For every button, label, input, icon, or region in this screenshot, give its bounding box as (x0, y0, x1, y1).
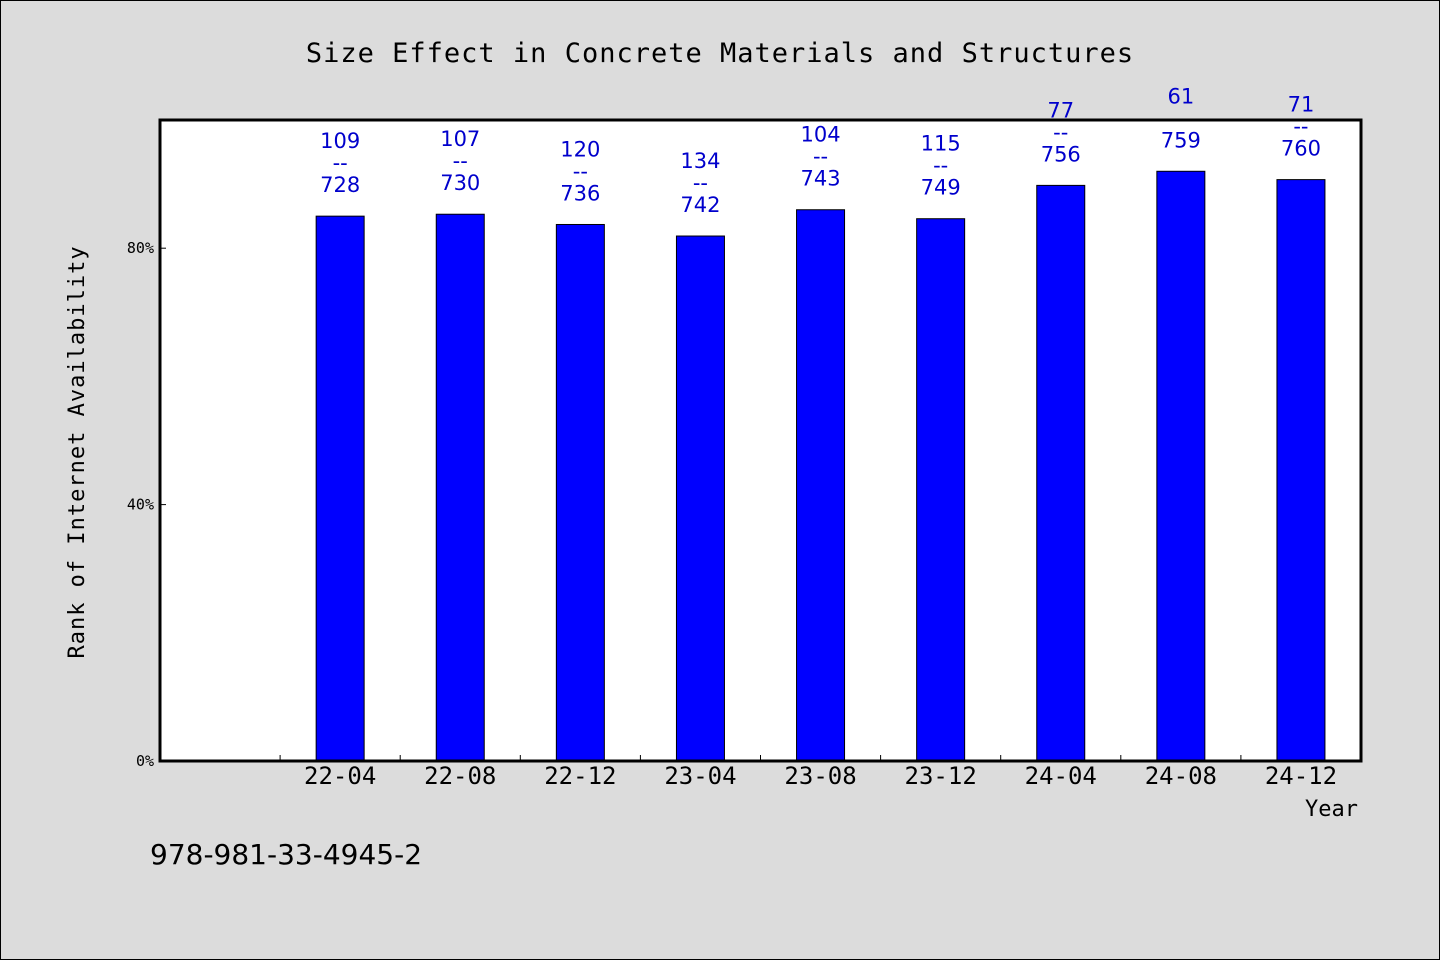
data-label-separator: -- (333, 151, 348, 175)
data-label-separator: -- (1293, 115, 1308, 139)
bar-23-04 (675, 235, 725, 762)
plot-border (158, 118, 1363, 763)
bars-layer (315, 170, 1326, 762)
data-label-top: 120 (560, 137, 600, 161)
x-tick-label: 23-04 (664, 762, 736, 790)
bar-23-08 (796, 209, 846, 762)
x-tick-label: 22-04 (304, 762, 376, 790)
data-label-top: 77 (1047, 98, 1074, 122)
x-tick-label: 24-04 (1025, 762, 1097, 790)
data-label-bottom: 736 (560, 181, 600, 205)
data-label-bottom: 760 (1281, 137, 1321, 161)
data-labels-layer: 109--728107--730120--736134--742104--743… (320, 84, 1321, 217)
data-label-separator: -- (1053, 120, 1068, 144)
data-label-separator: -- (813, 145, 828, 169)
y-tick-label: 0% (136, 752, 154, 770)
bar-24-04 (1036, 184, 1086, 762)
x-tick-label: 22-12 (544, 762, 616, 790)
data-label-top: 109 (320, 129, 360, 153)
x-axis-label: Year (1305, 797, 1358, 822)
y-tick-label: 80% (127, 239, 154, 257)
data-label-bottom: 730 (440, 171, 480, 195)
x-tick-label: 24-12 (1265, 762, 1337, 790)
x-tick-label: 23-08 (784, 762, 856, 790)
data-label-top: 115 (921, 132, 961, 156)
data-label-separator: -- (933, 154, 948, 178)
bar-22-08 (435, 213, 485, 762)
x-axis-ticks: 22-04 22-08 22-12 23-04 23-08 23-12 24-04 24-08… (279, 755, 1337, 790)
chart-title: Size Effect in Concrete Materials and St… (306, 38, 1134, 69)
data-label-bottom: 756 (1041, 142, 1081, 166)
data-label-top: 107 (440, 127, 480, 151)
data-label-separator: -- (453, 149, 468, 173)
bar-24-08 (1156, 170, 1206, 762)
data-label-separator: -- (1173, 106, 1188, 130)
data-label-top: 104 (801, 123, 841, 147)
data-label-separator: -- (693, 171, 708, 195)
x-tick-label: 22-08 (424, 762, 496, 790)
data-label-separator: -- (573, 159, 588, 183)
data-label-top: 71 (1288, 93, 1315, 117)
y-axis-label: Rank of Internet Availability (65, 245, 90, 658)
y-axis-ticks: 0% 40% 80% (127, 239, 166, 770)
footer-isbn: 978-981-33-4945-2 (150, 838, 422, 871)
data-label-bottom: 759 (1161, 128, 1201, 152)
data-label-top: 134 (680, 149, 720, 173)
x-tick-label: 23-12 (905, 762, 977, 790)
bar-22-04 (315, 215, 365, 762)
data-label-bottom: 749 (921, 176, 961, 200)
bar-23-12 (916, 218, 966, 762)
x-tick-label: 24-08 (1145, 762, 1217, 790)
data-label-top: 61 (1167, 84, 1194, 108)
data-label-bottom: 742 (680, 193, 720, 217)
bar-24-12 (1276, 179, 1326, 762)
y-tick-label: 40% (127, 496, 154, 514)
data-label-bottom: 743 (801, 167, 841, 191)
bar-22-12 (555, 223, 605, 762)
data-label-bottom: 728 (320, 173, 360, 197)
